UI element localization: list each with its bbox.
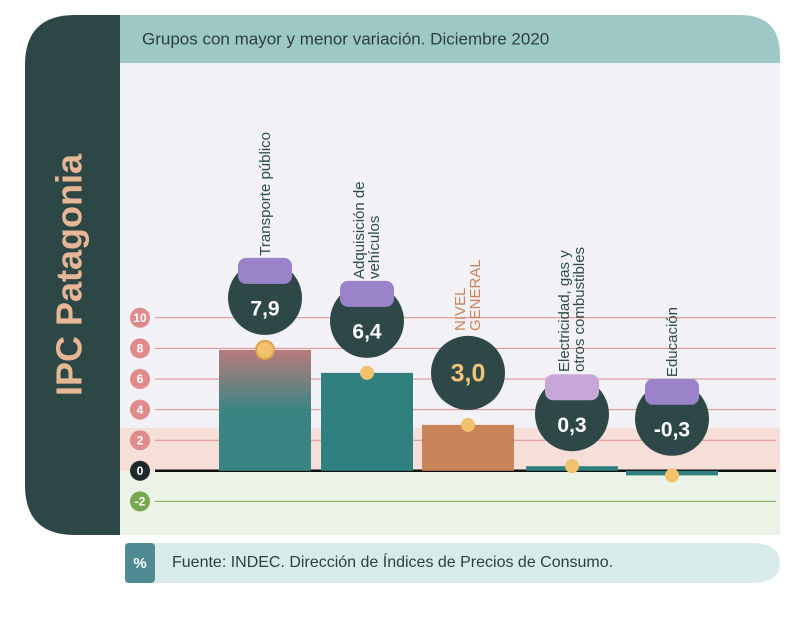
side-panel [25,15,130,535]
value-label: -0,3 [654,418,690,441]
icon [545,374,599,401]
value-label: 3,0 [451,360,486,388]
y-tick-label: 10 [133,311,147,325]
icon [340,280,394,307]
tick-badge [130,460,150,481]
category-label: Electricidad, gas y otros combustibles [556,247,588,373]
icon [238,257,292,284]
bar [219,349,311,471]
band [120,471,780,535]
unit: % [133,555,146,572]
side-title: IPC Patagonia [49,153,90,396]
tick-badge [130,307,150,328]
y-tick-label: 6 [137,372,144,386]
tick-badge [130,338,150,359]
footer-band [125,543,780,583]
tick-badge [130,369,150,389]
marker-dot [360,365,374,380]
chart-title: Grupos con mayor y menor variación. Dici… [142,29,549,48]
header-band [120,15,780,63]
tick-badge [130,430,150,451]
unit-box [125,543,155,583]
y-tick-label: -2 [135,495,146,509]
icon [645,378,699,405]
bar [422,424,514,471]
category-label: Adquisición de vehículos [351,181,383,279]
tick-badge [130,399,150,420]
y-tick-label: 0 [137,464,144,478]
y-tick-label: 4 [137,403,144,417]
y-tick-label: 2 [137,433,144,447]
tick-badge [130,491,150,512]
category-label: Transporte público [256,131,274,256]
value-label: 6,4 [352,320,382,343]
source: Fuente: INDEC. Dirección de Índices de P… [172,552,613,571]
marker-dot [461,417,475,432]
category-label: Educación [663,306,681,377]
value-label: 7,9 [250,297,279,320]
bar [321,372,413,471]
category-label: NIVEL GENERAL [452,259,484,331]
value-label: 0,3 [557,414,586,437]
marker-dot [665,468,679,483]
marker-dot [255,339,275,360]
y-tick-label: 8 [137,342,144,356]
value-badge [431,335,505,410]
marker-dot [565,459,579,474]
